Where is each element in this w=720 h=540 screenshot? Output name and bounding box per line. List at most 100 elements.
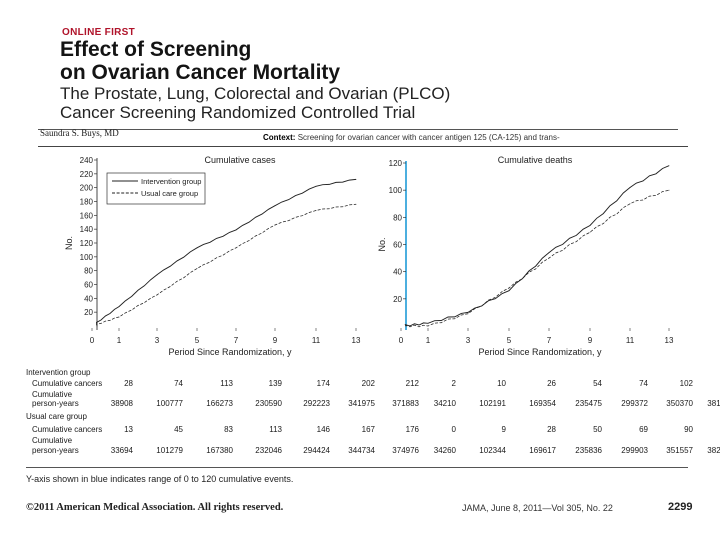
data-point	[467, 312, 469, 313]
table-cell: 146	[316, 425, 330, 434]
table-cell: 54	[593, 379, 602, 388]
figure-footnote: Y-axis shown in blue indicates range of …	[26, 474, 294, 484]
y-tick-label: 120	[389, 159, 403, 168]
footer-rule	[26, 467, 688, 468]
table-cell: 351557	[666, 446, 693, 455]
chart-title: Cumulative cases	[204, 155, 276, 165]
data-point	[629, 203, 631, 205]
x-tick-label: 3	[466, 336, 471, 345]
data-point	[196, 268, 198, 269]
table-cell: 33694	[110, 446, 133, 455]
x-axis-label: Period Since Randomization, y	[168, 347, 292, 357]
data-point	[315, 210, 317, 211]
table-cell: 169354	[529, 399, 556, 408]
data-point	[315, 185, 317, 187]
table-cell: 9	[501, 425, 506, 434]
table-cell: 371883	[392, 399, 419, 408]
table-cell: 74	[639, 379, 648, 388]
page-number: 2299	[668, 501, 693, 513]
data-point	[508, 290, 510, 292]
y-tick-label: 80	[393, 213, 402, 222]
table-cell: 90	[684, 425, 693, 434]
table-cell: 113	[220, 379, 233, 388]
table-row-label: Cumulative	[32, 390, 73, 399]
data-point	[118, 306, 120, 308]
subtitle-line-2: Cancer Screening Randomized Controlled T…	[60, 103, 416, 122]
table-row-label: Cumulative cancers	[32, 379, 103, 388]
legend-label: Intervention group	[141, 177, 201, 186]
y-tick-label: 20	[393, 295, 402, 304]
table-row-label: person-years	[32, 446, 79, 455]
data-point	[668, 189, 670, 191]
table-cell: 101279	[156, 446, 183, 455]
table-cell: 2	[451, 379, 456, 388]
y-tick-label: 100	[389, 186, 403, 195]
table-cell: 34260	[433, 446, 456, 455]
copyright-notice: ©2011 American Medical Association. All …	[26, 502, 284, 513]
x-tick-label: 13	[665, 336, 674, 345]
data-point	[427, 325, 429, 327]
article-title: Effect of Screening on Ovarian Cancer Mo…	[60, 38, 340, 84]
data-point	[668, 165, 670, 167]
table-cell: 45	[174, 425, 183, 434]
legend-label: Usual care group	[141, 189, 198, 198]
table-cell: 341975	[348, 399, 375, 408]
table-cell: 166273	[206, 399, 233, 408]
x-tick-label: 3	[155, 336, 160, 345]
y-tick-label: 120	[80, 239, 94, 248]
y-tick-label: 200	[80, 184, 94, 193]
table-cell: 10	[497, 379, 506, 388]
table-cell: 344734	[348, 446, 375, 455]
table-row-label: person-years	[32, 399, 79, 408]
table-cell: 50	[593, 425, 602, 434]
data-point	[589, 231, 591, 233]
table-cell: 350370	[666, 399, 693, 408]
table-cell: 292223	[303, 399, 330, 408]
table-cell: 28	[124, 379, 133, 388]
table-cell: 83	[224, 425, 233, 434]
table-cell: 100777	[156, 399, 183, 408]
data-point	[156, 274, 158, 276]
data-point	[118, 316, 120, 318]
data-point	[274, 205, 276, 207]
x-axis-label: Period Since Randomization, y	[478, 347, 602, 357]
table-cell: 174	[316, 379, 330, 388]
y-tick-label: 20	[84, 308, 93, 317]
data-point	[467, 313, 469, 315]
table-cell: 232046	[255, 446, 282, 455]
table-cell: 139	[268, 379, 282, 388]
table-cell: 100	[694, 425, 720, 434]
x-tick-label: 11	[626, 336, 635, 345]
table-cell: 169617	[529, 446, 556, 455]
table-cell: 381574	[707, 399, 720, 408]
y-tick-label: 80	[84, 267, 93, 276]
y-tick-label: 160	[80, 211, 94, 220]
context-label: Context:	[263, 133, 296, 142]
legend-box	[106, 172, 206, 205]
y-tick-label: 180	[80, 198, 94, 207]
x-tick-label: 5	[195, 336, 200, 345]
data-point	[427, 322, 429, 324]
x-tick-label: 0	[90, 336, 95, 345]
data-point	[235, 247, 237, 249]
data-point	[156, 294, 158, 296]
title-line-1: Effect of Screening	[60, 38, 252, 61]
table-row-label: Cumulative	[32, 436, 73, 445]
table-cell: 28	[547, 425, 556, 434]
table-cell: 102	[679, 379, 693, 388]
x-tick-label: 11	[312, 336, 321, 345]
data-point	[589, 225, 591, 226]
table-cell: 34210	[433, 399, 456, 408]
table-cell: 118	[694, 379, 720, 388]
y-tick-label: 240	[80, 156, 94, 165]
table-cell: 212	[405, 379, 419, 388]
table-cell: 382502	[707, 446, 720, 455]
x-tick-label: 9	[588, 336, 593, 345]
table-cell: 202	[361, 379, 375, 388]
y-tick-label: 140	[80, 225, 94, 234]
x-tick-label: 0	[399, 336, 404, 345]
y-tick-label: 60	[84, 281, 93, 290]
table-cell: 102344	[479, 446, 506, 455]
author-name: Saundra S. Buys, MD	[40, 128, 119, 138]
